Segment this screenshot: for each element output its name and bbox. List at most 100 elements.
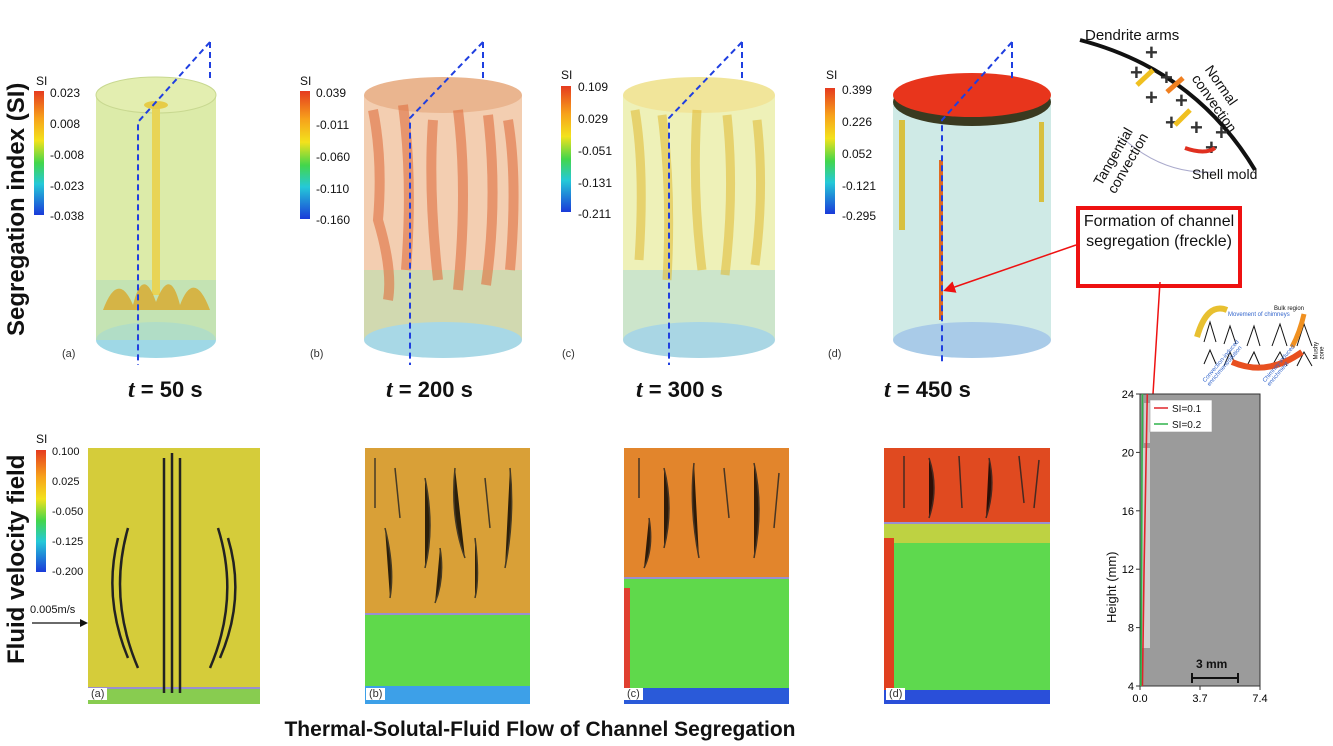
time-symbol-a: t [128,377,135,403]
velocity-panel-d [884,448,1050,704]
cylinder-c [623,41,775,365]
cbar-bottom-tick-0: 0.100 [52,446,80,458]
time-symbol-c: t [636,377,643,403]
cbar-a-tick-0: 0.023 [50,86,81,100]
cbar-b-tick-3: -0.110 [316,182,350,196]
si-label-d: SI [826,68,838,82]
svg-text:+: + [1130,60,1143,85]
colorbar-bottom [36,450,46,572]
micrograph-background [1139,393,1261,687]
cbar-bottom-tick-1: 0.025 [52,476,80,488]
ytick-label-5: 24 [1122,389,1134,401]
cbar-d-tick-4: -0.295 [842,209,877,223]
cylinder-b [364,41,522,365]
time-label-a: t = 50 s [128,377,203,404]
time-label-b: t = 200 s [386,377,473,404]
ytick-label-1: 8 [1128,623,1134,635]
svg-text:+: + [1145,85,1158,110]
cbar-c-tick-3: -0.131 [578,176,613,190]
velocity-panel-b [365,448,530,704]
velocity-panel-a [88,448,260,704]
ytick-label-4: 20 [1122,447,1134,459]
ytick-label-2: 12 [1122,564,1134,576]
time-symbol-b: t [386,377,393,403]
chimney-bulk-region: Bulk region [1274,306,1305,312]
svg-text:+: + [1165,110,1178,135]
cbar-c-tick-4: -0.211 [578,207,612,221]
colorbar-d [825,88,835,214]
velocity-scale-label: 0.005m/s [30,604,76,616]
cbar-c-tick-0: 0.109 [578,80,609,94]
cbar-d-tick-0: 0.399 [842,83,873,97]
time-label-c: t = 300 s [636,377,723,404]
time-value-d: = 450 s [896,377,971,402]
si-label-bottom: SI [36,432,48,446]
svg-text:+: + [1175,88,1188,113]
si-label-c: SI [561,68,573,82]
cylinder-a [95,41,217,365]
ytick-label-3: 16 [1122,506,1134,518]
si-label-a: SI [36,74,48,88]
series-line-0 [1141,393,1149,687]
legend-label-0: SI=0.1 [1172,404,1202,415]
panel-letter-d-bottom: (d) [886,688,906,700]
panel-letter-c-top: (c) [562,348,575,360]
chimney-movement: Movement of chimneys [1228,312,1290,318]
cbar-d-tick-1: 0.226 [842,115,873,129]
cbar-c-tick-1: 0.029 [578,112,609,126]
colorbar-b [300,91,310,219]
ytick-label-0: 4 [1128,681,1134,693]
cbar-a-tick-4: -0.038 [50,209,85,223]
chimney-mushy-zone: Mushy zone [1313,341,1326,360]
micrograph-white-region [1142,448,1150,648]
freckle-callout: Formation of channel segregation (freckl… [1076,206,1242,288]
cbar-d-tick-3: -0.121 [842,179,877,193]
time-value-b: = 200 s [398,377,473,402]
svg-text:+: + [1205,135,1218,160]
colorbar-c [561,86,571,212]
time-value-a: = 50 s [140,377,203,402]
cylinder-d [893,41,1051,365]
xtick-label-0: 0.0 [1132,693,1147,705]
time-symbol-d: t [884,377,891,403]
panel-letter-b-top: (b) [310,348,324,360]
legend-label-1: SI=0.2 [1172,420,1202,431]
cbar-a-tick-1: 0.008 [50,117,81,131]
chimney-schematic [1192,302,1332,384]
figure-caption: Thermal-Solutal-Fluid Flow of Channel Se… [284,718,796,741]
panel-letter-a-bottom: (a) [88,688,108,700]
time-label-d: t = 450 s [884,377,971,404]
colorbar-a [34,91,44,215]
xtick-label-2: 7.4 [1252,693,1267,705]
panel-letter-b-bottom: (b) [366,688,386,700]
convection-schematic: ++ + + ++ + ++ [1079,38,1257,173]
svg-text:+: + [1215,120,1228,145]
cbar-c-tick-2: -0.051 [578,144,613,158]
schematic-dendrite-arms: Dendrite arms [1085,27,1180,44]
time-value-c: = 300 s [648,377,723,402]
scale-bar-label: 3 mm [1196,657,1227,671]
svg-text:+: + [1145,40,1158,65]
cbar-b-tick-0: 0.039 [316,86,347,100]
cbar-b-tick-4: -0.160 [316,213,351,227]
cbar-bottom-tick-3: -0.125 [52,536,84,548]
cbar-a-tick-2: -0.008 [50,148,85,162]
cbar-bottom-tick-2: -0.050 [52,506,84,518]
panel-letter-c-bottom: (c) [624,688,643,700]
cbar-b-tick-1: -0.011 [316,118,350,132]
velocity-panel-c [624,448,789,704]
svg-text:+: + [1160,65,1173,90]
cbar-b-tick-2: -0.060 [316,150,351,164]
series-line-1 [1140,393,1144,687]
micrograph-chart: 4 8 12 16 20 24 0.0 3.7 7.4 Height (mm) SI=0.1 S… [1104,389,1268,705]
cbar-a-tick-3: -0.023 [50,179,85,193]
xtick-label-1: 3.7 [1192,693,1207,705]
schematic-shell-mold: Shell mold [1192,166,1258,182]
svg-text:+: + [1190,115,1203,140]
panel-letter-d-top: (d) [828,348,842,360]
chart-ylabel: Height (mm) [1104,551,1119,623]
panel-letter-a-top: (a) [62,348,76,360]
velocity-scale-arrow [32,619,88,627]
si-label-b: SI [300,74,312,88]
legend-box [1149,399,1213,433]
